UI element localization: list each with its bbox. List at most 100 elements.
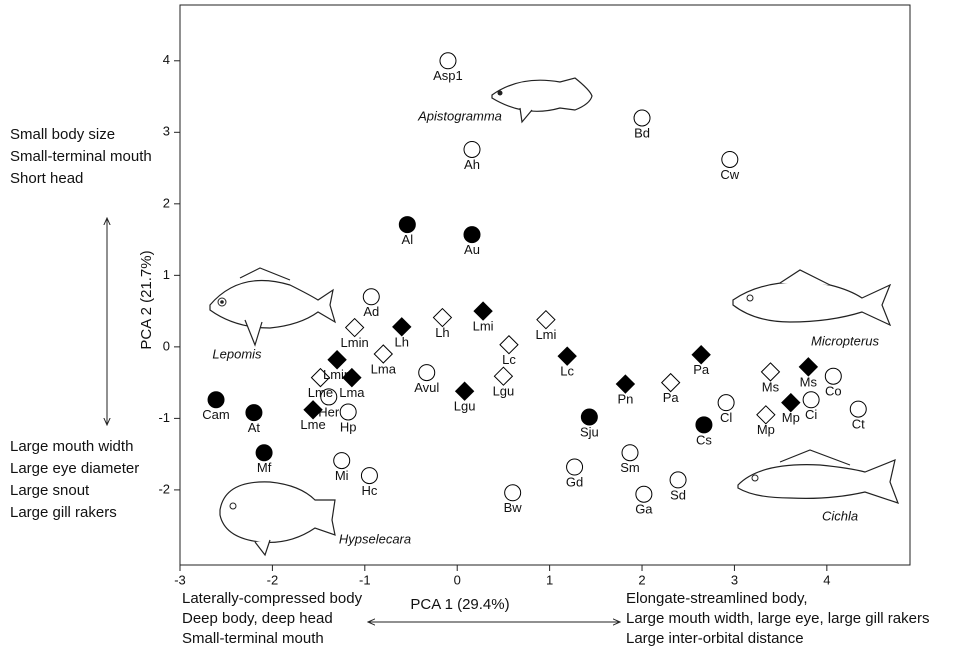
point-label: Pn (617, 391, 633, 406)
point-label: Hp (340, 419, 357, 434)
point-label: Mi (335, 468, 349, 483)
point (692, 346, 710, 364)
point-label: Mp (782, 410, 800, 425)
point-label: Au (464, 242, 480, 257)
point-label: Al (402, 232, 414, 247)
annotation: Small-terminal mouth (10, 148, 152, 165)
y-tick-label: -2 (158, 481, 170, 496)
x-tick-label: 0 (454, 572, 461, 587)
fish-label: Apistogramma (417, 108, 502, 123)
point-label: Lc (502, 352, 516, 367)
annotation: Large mouth width (10, 438, 133, 455)
point (500, 336, 518, 354)
point (464, 141, 480, 157)
point (662, 374, 680, 392)
point-label: Lmi (473, 319, 494, 334)
point-label: Lh (435, 325, 449, 340)
point (346, 319, 364, 337)
point-label: Bw (504, 500, 523, 515)
point (670, 472, 686, 488)
point (246, 405, 262, 421)
y-tick-label: 4 (163, 52, 170, 67)
point (803, 392, 819, 408)
annotation: Elongate-streamlined body, (626, 590, 808, 607)
point (256, 445, 272, 461)
point-label: Lmin (341, 335, 369, 350)
point-label: Ms (800, 374, 818, 389)
y-tick-label: 0 (163, 338, 170, 353)
point-label: At (248, 420, 261, 435)
annotation: Large gill rakers (10, 504, 117, 521)
point (374, 345, 392, 363)
point (208, 392, 224, 408)
point-label: Lh (395, 334, 409, 349)
point-label: Cs (696, 432, 712, 447)
point-label: Ct (852, 417, 865, 432)
point (505, 485, 521, 501)
x-axis-label: PCA 1 (29.4%) (410, 596, 509, 613)
point (328, 351, 346, 369)
point (464, 227, 480, 243)
point (581, 409, 597, 425)
x-tick-label: -1 (359, 572, 371, 587)
point (361, 468, 377, 484)
point (850, 401, 866, 417)
point (761, 363, 779, 381)
point-label: Cam (202, 407, 229, 422)
annotation: Large snout (10, 482, 90, 499)
annotation: Large mouth width, large eye, large gill… (626, 610, 930, 627)
point-label: Pa (693, 362, 710, 377)
point (419, 365, 435, 381)
point (393, 318, 411, 336)
x-tick-label: 3 (731, 572, 738, 587)
point (636, 486, 652, 502)
point (722, 151, 738, 167)
point-label: Ad (363, 304, 379, 319)
y-tick-label: 1 (163, 267, 170, 282)
fish-lepomis (210, 268, 335, 345)
fish-cichla (738, 450, 898, 503)
point (474, 302, 492, 320)
annotation: Short head (10, 170, 83, 187)
point-label: Lgu (493, 384, 515, 399)
point-label: Mp (757, 422, 775, 437)
point-label: Co (825, 384, 842, 399)
annotation: Deep body, deep head (182, 610, 333, 627)
point (782, 394, 800, 412)
point-label: Ga (635, 502, 653, 517)
point-label: Lme (300, 417, 325, 432)
x-tick-label: 1 (546, 572, 553, 587)
point-label: Ci (805, 407, 817, 422)
y-tick-label: -1 (158, 410, 170, 425)
point (440, 53, 456, 69)
point-label: Sd (670, 487, 686, 502)
chart: Apistogramma Lepomis Micropterus Hypsele… (0, 0, 971, 650)
point (799, 358, 817, 376)
annotation: Large eye diameter (10, 460, 139, 477)
point-label: Lc (560, 364, 574, 379)
fish-label: Cichla (822, 508, 858, 523)
point-label: Lme (308, 385, 333, 400)
x-tick-label: -3 (174, 572, 186, 587)
point (696, 417, 712, 433)
fish-label: Hypselecara (339, 531, 411, 546)
point (757, 406, 775, 424)
point (433, 309, 451, 327)
point-label: Ah (464, 157, 480, 172)
point (399, 217, 415, 233)
fish-apistogramma (492, 78, 592, 122)
point-label: Asp1 (433, 68, 463, 83)
y-axis-label: PCA 2 (21.7%) (138, 250, 155, 349)
point (616, 375, 634, 393)
point (622, 445, 638, 461)
point-label: Bd (634, 125, 650, 140)
fish-hypselecara (220, 482, 335, 555)
x-tick-label: -2 (267, 572, 279, 587)
point-label: Avul (414, 380, 439, 395)
annotation: Laterally-compressed body (182, 590, 363, 607)
point (567, 459, 583, 475)
point (537, 311, 555, 329)
fish-micropterus (733, 270, 890, 325)
point (718, 395, 734, 411)
x-tick-label: 2 (638, 572, 645, 587)
